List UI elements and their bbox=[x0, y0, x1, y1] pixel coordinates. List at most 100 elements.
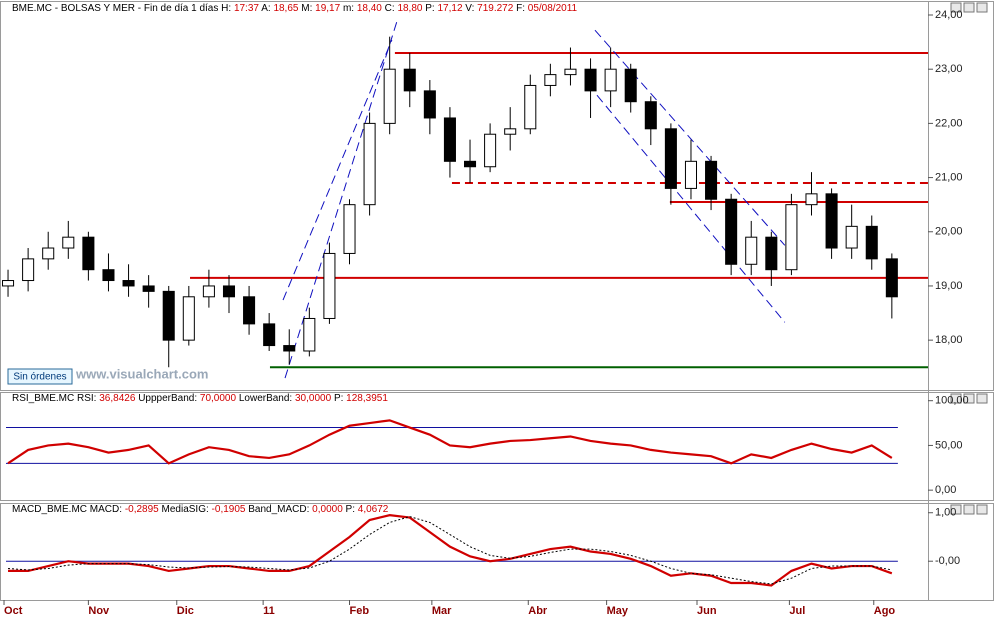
y-tick-label: 100,00 bbox=[935, 395, 969, 407]
header-value: 4,0672 bbox=[358, 504, 389, 515]
close-button[interactable] bbox=[976, 2, 988, 13]
candle-body bbox=[684, 160, 698, 189]
header-label: V: bbox=[465, 3, 474, 14]
header-value: 128,3951 bbox=[346, 393, 388, 404]
header-label: UppperBand: bbox=[138, 393, 197, 404]
y-tick-label: 0,00 bbox=[935, 484, 956, 496]
minimize-button[interactable] bbox=[950, 393, 962, 404]
x-tick-label: Dic bbox=[177, 605, 194, 617]
header-label: m: bbox=[343, 3, 354, 14]
header-label: H: bbox=[221, 3, 231, 14]
candle-body bbox=[845, 225, 858, 249]
minimize-button[interactable] bbox=[950, 2, 962, 13]
candle-body bbox=[343, 204, 356, 254]
candle-body bbox=[2, 280, 15, 287]
x-tick-label: Mar bbox=[432, 605, 452, 617]
header-label: C: bbox=[385, 3, 395, 14]
header-value: 719.272 bbox=[477, 3, 514, 14]
header-value: -0,2895 bbox=[125, 504, 159, 515]
panel-header: RSI_BME.MC RSI: 36,8426 UppperBand: 70,0… bbox=[12, 393, 388, 404]
maximize-button[interactable] bbox=[963, 2, 975, 13]
x-tick-label: Ago bbox=[874, 605, 896, 617]
candle-body bbox=[785, 204, 798, 271]
y-tick-label: 23,00 bbox=[935, 63, 963, 75]
header-label: M: bbox=[301, 3, 312, 14]
header-label: LowerBand: bbox=[239, 393, 292, 404]
x-tick-label: Oct bbox=[4, 605, 23, 617]
y-tick-label: 19,00 bbox=[935, 280, 963, 292]
x-tick-label: May bbox=[607, 605, 629, 617]
header-label: MediaSIG: bbox=[162, 504, 209, 515]
candle-body bbox=[122, 280, 135, 287]
x-tick-label: Jun bbox=[697, 605, 717, 617]
close-button[interactable] bbox=[976, 504, 988, 515]
candle-body bbox=[544, 74, 557, 86]
x-tick-label: 11 bbox=[263, 605, 275, 617]
trend-line bbox=[594, 29, 786, 246]
header-value: 30,0000 bbox=[295, 393, 332, 404]
header-value: 0,0000 bbox=[312, 504, 343, 515]
series-line bbox=[7, 419, 893, 465]
candle-body bbox=[243, 296, 256, 325]
candle-body bbox=[102, 269, 115, 282]
candle-body bbox=[182, 296, 195, 341]
header-value: 17:37 bbox=[234, 3, 259, 14]
header-value: 05/08/2011 bbox=[528, 3, 578, 14]
trend-line bbox=[282, 39, 393, 301]
window-buttons bbox=[950, 2, 988, 515]
candle-body bbox=[303, 317, 316, 352]
candle-body bbox=[62, 236, 75, 249]
candle-body bbox=[283, 345, 296, 352]
candle-body bbox=[484, 133, 497, 168]
series-line bbox=[7, 516, 892, 585]
candle-body bbox=[42, 247, 55, 260]
candle-body bbox=[403, 68, 416, 92]
series-line bbox=[8, 514, 893, 587]
candle-body bbox=[705, 160, 718, 200]
candle-body bbox=[443, 117, 456, 162]
header-label: P: bbox=[334, 393, 343, 404]
header-label: Band_MACD: bbox=[248, 504, 309, 515]
panel-title: RSI_BME.MC bbox=[12, 393, 74, 404]
maximize-button[interactable] bbox=[963, 393, 975, 404]
header-value: 70,0000 bbox=[200, 393, 237, 404]
header-value: 18,40 bbox=[357, 3, 382, 14]
candle-body bbox=[323, 252, 336, 319]
minimize-button[interactable] bbox=[950, 504, 962, 515]
candle-body bbox=[423, 90, 436, 119]
header-value: 36,8426 bbox=[99, 393, 136, 404]
y-tick-label: -0,00 bbox=[935, 555, 960, 567]
candle-body bbox=[885, 258, 898, 298]
y-tick-label: 50,00 bbox=[935, 439, 963, 451]
candle-body bbox=[624, 68, 637, 103]
y-tick-label: 24,00 bbox=[935, 9, 963, 21]
plot-area bbox=[2, 18, 928, 379]
header-value: -0,1905 bbox=[212, 504, 246, 515]
candle-body bbox=[263, 323, 276, 347]
badge: Sin órdenes bbox=[13, 372, 66, 383]
candle-body bbox=[865, 225, 878, 260]
badge-box bbox=[7, 368, 73, 385]
candle-body bbox=[644, 101, 657, 130]
candle-body bbox=[604, 68, 617, 92]
candle-body bbox=[142, 285, 155, 292]
close-button[interactable] bbox=[976, 393, 988, 404]
panel-title: BME.MC - BOLSAS Y MER - Fin de día 1 día… bbox=[12, 3, 218, 14]
candle-body bbox=[664, 128, 677, 189]
candle-body bbox=[363, 122, 376, 206]
plot-area bbox=[6, 419, 898, 465]
candle-body bbox=[22, 258, 35, 282]
header-value: 18,65 bbox=[273, 3, 298, 14]
header-label: MACD: bbox=[90, 504, 122, 515]
x-tick-label: Abr bbox=[528, 605, 548, 617]
candle-body bbox=[504, 128, 517, 135]
panel-title: MACD_BME.MC bbox=[12, 504, 87, 515]
candle-body bbox=[222, 285, 236, 298]
maximize-button[interactable] bbox=[963, 504, 975, 515]
plot-area bbox=[6, 514, 898, 587]
y-tick-label: 20,00 bbox=[935, 226, 963, 238]
header-label: A: bbox=[261, 3, 270, 14]
